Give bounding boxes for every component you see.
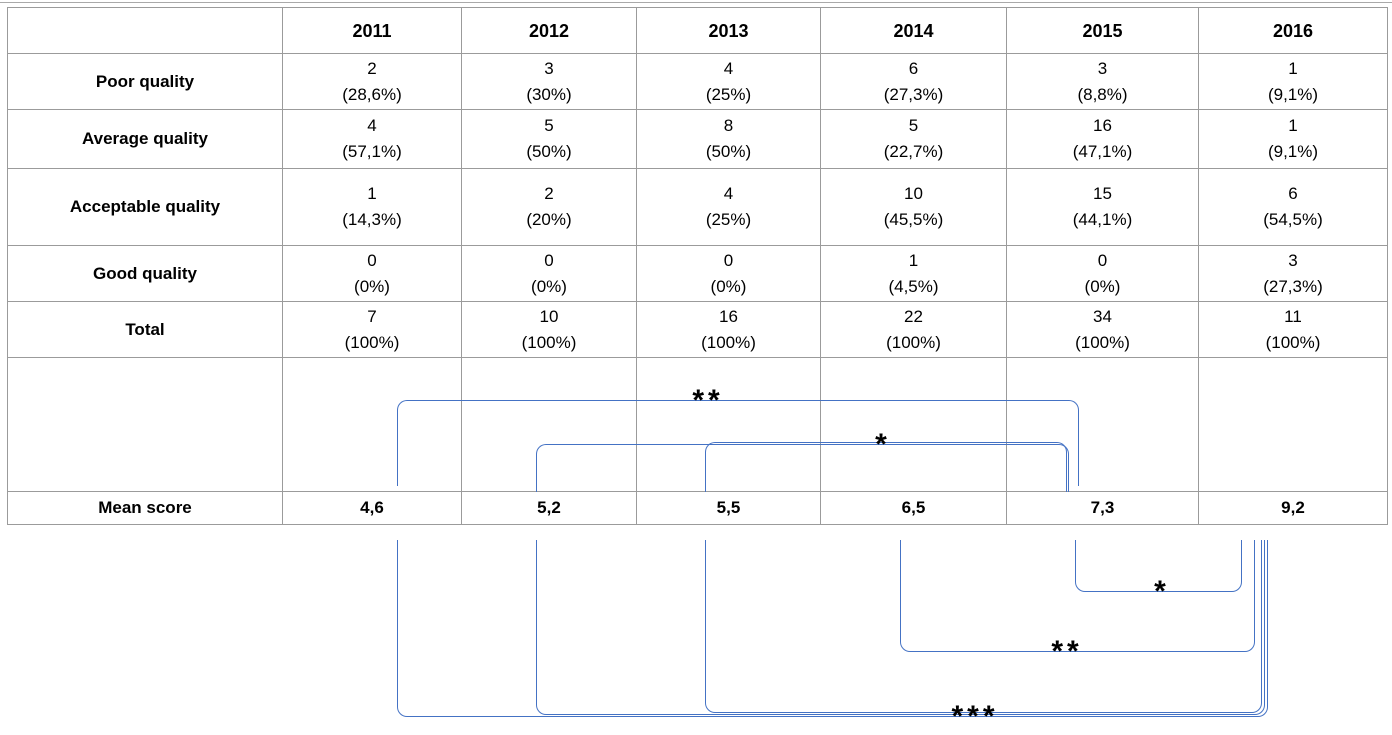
data-cell: 10 (45,5%) [820, 168, 1007, 246]
data-cell: 15 (44,1%) [1006, 168, 1199, 246]
data-cell: 8 (50%) [636, 109, 821, 169]
data-cell: 4 (25%) [636, 53, 821, 110]
data-cell: 1 (4,5%) [820, 245, 1007, 302]
data-cell: 6 (27,3%) [820, 53, 1007, 110]
data-cell: 16 (47,1%) [1006, 109, 1199, 169]
table-row-good-quality: Good quality 0 (0%) 0 (0%) 0 (0%) 1 (4,5… [7, 245, 1388, 302]
table-row-acceptable-quality: Acceptable quality 1 (14,3%) 2 (20%) 4 (… [7, 168, 1388, 246]
empty-cell [820, 357, 1007, 492]
data-cell: 34 (100%) [1006, 301, 1199, 358]
row-label: Total [7, 301, 283, 358]
data-cell: 10 (100%) [461, 301, 637, 358]
top-rule [0, 2, 1392, 3]
data-cell: 1 (9,1%) [1198, 53, 1388, 110]
year-header: 2016 [1198, 7, 1388, 54]
bracket-spacer-row [7, 357, 1388, 492]
data-cell: 2 (20%) [461, 168, 637, 246]
data-cell: 2 (28,6%) [282, 53, 462, 110]
table-row-total: Total 7 (100%) 10 (100%) 16 (100%) 22 (1… [7, 301, 1388, 358]
data-cell: 3 (30%) [461, 53, 637, 110]
empty-cell [1198, 357, 1388, 492]
year-header: 2014 [820, 7, 1007, 54]
mean-value: 5,2 [461, 491, 637, 525]
data-cell: 1 (9,1%) [1198, 109, 1388, 169]
sig-bracket-2013-2016 [705, 540, 1262, 713]
sig-label: * [1154, 575, 1170, 608]
row-label: Mean score [7, 491, 283, 525]
empty-cell [1006, 357, 1199, 492]
empty-cell [461, 357, 637, 492]
data-cell: 0 (0%) [1006, 245, 1199, 302]
sig-label: *** [951, 700, 999, 733]
year-header: 2013 [636, 7, 821, 54]
sig-label: ** [692, 384, 724, 417]
data-cell: 7 (100%) [282, 301, 462, 358]
table-row-poor-quality: Poor quality 2 (28,6%) 3 (30%) 4 (25%) 6… [7, 53, 1388, 110]
data-cell: 3 (27,3%) [1198, 245, 1388, 302]
data-cell: 16 (100%) [636, 301, 821, 358]
quality-by-year-table: 2011 2012 2013 2014 2015 2016 Poor quali… [7, 7, 1388, 525]
sig-label: * [875, 428, 891, 461]
mean-score-row: Mean score 4,6 5,2 5,5 6,5 7,3 9,2 [7, 491, 1388, 525]
row-label: Acceptable quality [7, 168, 283, 246]
row-label: Poor quality [7, 53, 283, 110]
data-cell: 6 (54,5%) [1198, 168, 1388, 246]
mean-value: 5,5 [636, 491, 821, 525]
data-cell: 1 (14,3%) [282, 168, 462, 246]
table-row-average-quality: Average quality 4 (57,1%) 5 (50%) 8 (50%… [7, 109, 1388, 169]
data-cell: 3 (8,8%) [1006, 53, 1199, 110]
data-cell: 4 (57,1%) [282, 109, 462, 169]
header-corner-cell [7, 7, 283, 54]
data-cell: 0 (0%) [282, 245, 462, 302]
year-header: 2011 [282, 7, 462, 54]
sig-bracket-2011-2016 [397, 540, 1268, 717]
sig-bracket-2012-2016 [536, 540, 1265, 715]
row-label: Good quality [7, 245, 283, 302]
row-label: Average quality [7, 109, 283, 169]
data-cell: 0 (0%) [636, 245, 821, 302]
empty-cell [282, 357, 462, 492]
data-cell: 5 (22,7%) [820, 109, 1007, 169]
data-cell: 11 (100%) [1198, 301, 1388, 358]
data-cell: 0 (0%) [461, 245, 637, 302]
data-cell: 4 (25%) [636, 168, 821, 246]
mean-value: 4,6 [282, 491, 462, 525]
data-cell: 22 (100%) [820, 301, 1007, 358]
mean-value: 6,5 [820, 491, 1007, 525]
sig-label: ** [1051, 635, 1083, 668]
empty-cell [7, 357, 283, 492]
mean-value: 9,2 [1198, 491, 1388, 525]
header-row: 2011 2012 2013 2014 2015 2016 [7, 7, 1388, 54]
year-header: 2012 [461, 7, 637, 54]
year-header: 2015 [1006, 7, 1199, 54]
empty-cell [636, 357, 821, 492]
data-cell: 5 (50%) [461, 109, 637, 169]
mean-value: 7,3 [1006, 491, 1199, 525]
